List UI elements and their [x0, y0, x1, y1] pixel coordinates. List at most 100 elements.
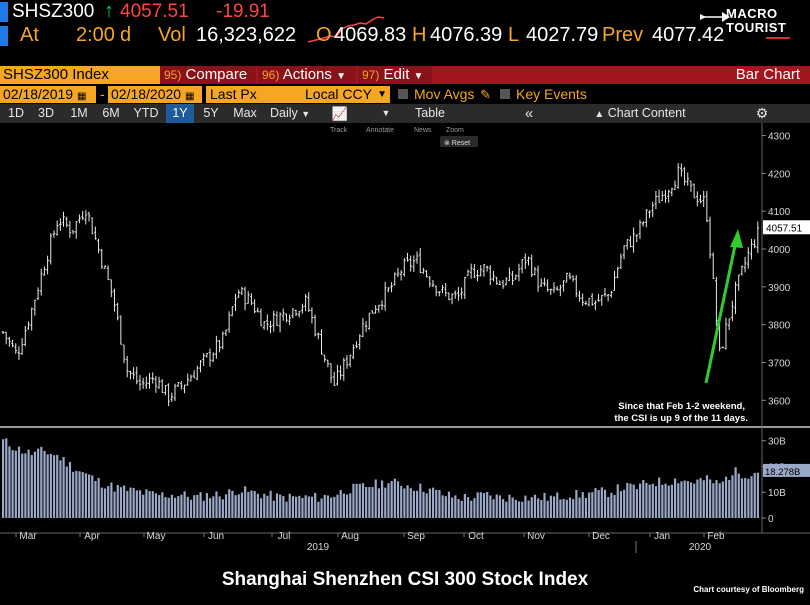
volume-bar [715, 480, 718, 518]
at-label: At [20, 24, 39, 46]
chevron-down-icon: ▼ [301, 109, 311, 119]
volume-bar [336, 494, 339, 518]
volume-bar [167, 497, 170, 518]
ticker[interactable]: SHSZ300 [12, 1, 95, 22]
security-field[interactable]: SHSZ300 Index [0, 66, 160, 84]
price-volume-chart[interactable]: Track Annotate News Zoom ⊗ Reset 3600 3700 3800… [0, 123, 810, 600]
volume-bar [244, 486, 247, 518]
currency-label: Local CCY [305, 86, 372, 102]
open-price: 4069.83 [334, 24, 407, 46]
volume-bar [256, 493, 259, 518]
volume-bar [186, 496, 189, 518]
volume-bar [288, 493, 291, 518]
volume-bar [2, 439, 5, 518]
logo-line1: MACRO [726, 6, 778, 21]
volume-bar [654, 486, 658, 518]
currency-selector[interactable]: Local CCY ▼ [302, 86, 390, 103]
pencil-icon[interactable]: ✎ [480, 87, 491, 102]
volume-bar [151, 491, 154, 518]
price-tick-label: 4100 [768, 207, 791, 218]
volume-bar [737, 473, 740, 518]
range-1m[interactable]: 1M [70, 106, 88, 120]
collapse-left-icon[interactable]: « [524, 105, 534, 122]
actions-number: 96) [262, 68, 280, 82]
volume-bar [224, 494, 228, 518]
chart-content-button[interactable]: ▲ Chart Content [580, 104, 700, 123]
frequency-selector[interactable]: Daily ▼ [266, 104, 326, 123]
range-3d[interactable]: 3D [38, 106, 54, 120]
volume-bar [721, 481, 724, 518]
annotation-line1: Since that Feb 1-2 weekend, [618, 401, 745, 412]
month-label-dec: Dec [592, 531, 610, 542]
volume-bar [43, 450, 46, 518]
price-tick-label: 3800 [768, 321, 791, 332]
table-button[interactable]: Table [415, 106, 445, 120]
gear-icon[interactable]: ⚙ [755, 105, 769, 121]
volume-bar [460, 500, 463, 518]
volume-bar [718, 483, 721, 518]
volume-bar [489, 495, 492, 518]
range-1d[interactable]: 1D [8, 106, 24, 120]
mov-avgs-checkbox[interactable] [398, 89, 408, 99]
actions-button[interactable]: 96) Actions ▼ [258, 66, 356, 84]
tool-news: News [414, 127, 432, 134]
sparkline [308, 16, 385, 43]
range-max[interactable]: Max [233, 106, 257, 120]
year-label-2020: 2020 [689, 542, 712, 553]
edit-label: Edit [383, 66, 410, 83]
volume-bar [52, 455, 56, 518]
volume-bar [572, 499, 575, 518]
volume-bar [734, 467, 737, 518]
range-5y[interactable]: 5Y [203, 106, 219, 120]
volume-bar [441, 495, 444, 518]
volume-bar [756, 472, 759, 518]
volume-bar [62, 456, 65, 518]
volume-tick-label: 10B [768, 488, 786, 499]
volume-bar [556, 492, 559, 518]
volume-bar [56, 454, 59, 518]
volume-bar [645, 482, 648, 518]
volume-bar [724, 476, 728, 518]
field-selector[interactable]: Last Px [206, 86, 302, 103]
volume-bar [527, 500, 530, 518]
year-label-2019: 2019 [307, 542, 330, 553]
volume-bar [24, 453, 27, 518]
annotation-line2: the CSI is up 9 of the 11 days. [614, 413, 748, 424]
end-date-field[interactable]: 02/18/2020 ▦ [108, 86, 202, 103]
volume-bar [339, 489, 342, 518]
volume-bar [463, 493, 466, 518]
volume-bar [406, 485, 409, 518]
volume-bar [495, 494, 498, 518]
compare-button[interactable]: 95) Compare [160, 66, 256, 84]
volume-bar [27, 449, 30, 518]
volume-bar [371, 487, 374, 518]
volume-bar [438, 490, 441, 518]
volume-bar [521, 501, 524, 518]
frequency-label: Daily [270, 106, 298, 120]
volume-bar [670, 484, 674, 518]
volume-bar [307, 496, 310, 518]
range-ytd[interactable]: YTD [133, 106, 159, 120]
start-date-field[interactable]: 02/18/2019 ▦ [0, 86, 96, 103]
volume-bar [753, 472, 756, 518]
logo-line2: TOURIST [726, 20, 787, 35]
reset-button[interactable] [440, 136, 478, 147]
function-toolbar: SHSZ300 Index 95) Compare 96) Actions ▼ … [0, 66, 810, 84]
price-tick-label: 4300 [768, 132, 791, 143]
range-1y[interactable]: 1Y [166, 104, 194, 123]
volume-bar [546, 500, 549, 518]
chevron-down-icon[interactable]: ▼ [381, 108, 391, 118]
settings-bar: 02/18/2019 ▦ - 02/18/2020 ▦ Last Px Loca… [0, 86, 810, 103]
chart-icon[interactable]: 📈 [331, 106, 349, 121]
edit-button[interactable]: 97) Edit ▼ [358, 66, 432, 84]
volume-bar [173, 497, 177, 518]
volume-bar [731, 475, 734, 518]
volume-bar [479, 492, 482, 518]
key-events-checkbox[interactable] [500, 89, 510, 99]
volume-bar [419, 483, 422, 518]
volume-bar [349, 493, 352, 518]
range-6m[interactable]: 6M [102, 106, 120, 120]
volume-bar [473, 498, 476, 518]
volume-bar [110, 482, 113, 518]
volume-bar [486, 491, 489, 518]
